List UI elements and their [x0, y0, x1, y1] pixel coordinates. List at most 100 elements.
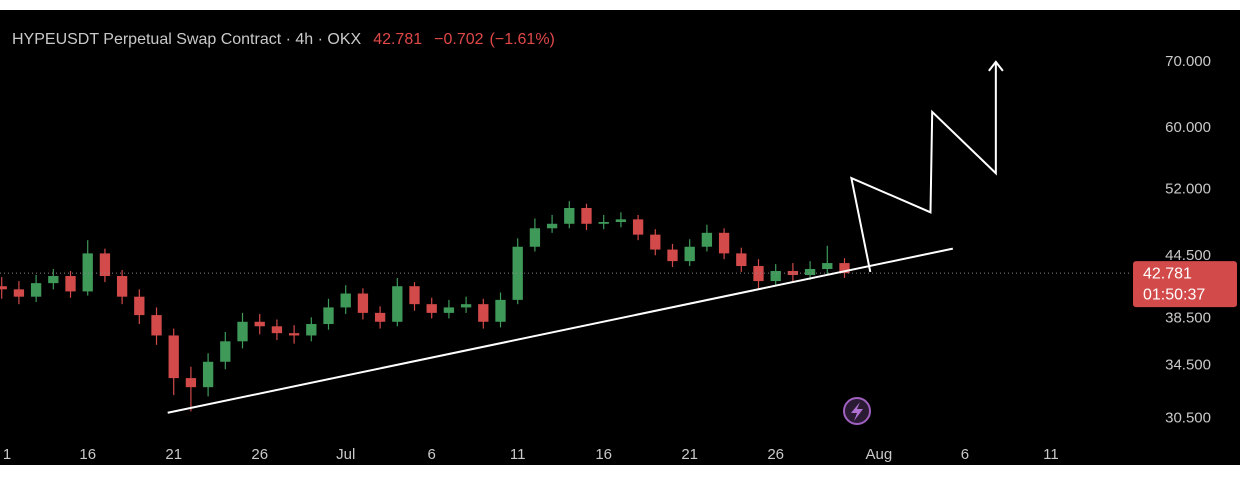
candle — [185, 366, 197, 412]
candle — [202, 353, 214, 397]
candle — [564, 201, 575, 229]
candle — [340, 285, 351, 314]
y-tick-label: 44.500 — [1165, 247, 1211, 264]
candle-body — [478, 304, 489, 322]
candle — [718, 228, 730, 260]
arrow-head — [988, 60, 1004, 72]
candle — [271, 319, 283, 341]
candle — [512, 238, 523, 305]
candle-body — [770, 270, 781, 282]
candle-body — [151, 315, 162, 336]
candle-body — [306, 324, 317, 336]
candle — [426, 297, 437, 319]
candle-body — [48, 276, 59, 284]
candle-body — [220, 341, 231, 362]
candle-body — [202, 361, 214, 388]
candle — [116, 269, 128, 305]
x-tick-label: 11 — [1043, 446, 1059, 463]
price-change: −0.702 — [434, 31, 483, 48]
candle-body — [667, 249, 678, 262]
candle — [220, 332, 231, 370]
candle-body — [323, 307, 334, 325]
candle-body — [409, 286, 420, 305]
x-tick-label: 16 — [595, 446, 612, 463]
candle — [581, 203, 592, 231]
chart-title: HYPEUSDT Perpetual Swap Contract · 4h · … — [12, 31, 362, 48]
candle — [478, 298, 489, 329]
candle-body — [392, 286, 403, 322]
price-label-box — [1133, 261, 1237, 308]
candle-body — [615, 219, 627, 223]
x-tick-label: 11 — [510, 446, 526, 463]
candle-body — [598, 222, 609, 224]
candle — [753, 259, 764, 289]
candle — [306, 317, 317, 342]
candle-body — [271, 326, 283, 334]
candle-body — [546, 223, 558, 229]
candle — [615, 212, 627, 228]
y-tick-label: 34.500 — [1165, 356, 1211, 373]
candle — [839, 258, 850, 279]
x-tick-label: 26 — [767, 446, 784, 463]
candle — [237, 312, 248, 349]
candle-body — [185, 378, 197, 388]
candle — [13, 281, 25, 305]
candle-body — [65, 276, 76, 292]
candle — [151, 307, 162, 345]
candle — [701, 224, 713, 252]
candle-body — [684, 246, 695, 262]
chart-background — [0, 10, 1240, 465]
candle — [65, 270, 76, 298]
candle — [495, 292, 506, 328]
x-tick-label: 1 — [3, 446, 11, 463]
trend-line — [167, 247, 954, 414]
candle — [460, 296, 472, 313]
candle — [529, 218, 541, 252]
y-tick-label: 70.000 — [1165, 53, 1211, 70]
candle — [99, 248, 111, 283]
x-tick-label: Aug — [866, 446, 893, 463]
candle-body — [254, 321, 265, 327]
candle — [804, 261, 816, 281]
candle — [323, 298, 334, 330]
candle-body — [718, 232, 730, 254]
x-tick-label: 16 — [79, 446, 96, 463]
candle — [134, 289, 145, 325]
candle — [736, 247, 747, 272]
price-change-pct: (−1.61%) — [490, 31, 555, 48]
chart-header: HYPEUSDT Perpetual Swap Contract · 4h · … — [12, 31, 555, 48]
candle-body — [839, 263, 850, 274]
candle-body — [753, 266, 764, 282]
candle — [684, 239, 695, 267]
candle-body — [134, 296, 145, 316]
price-label: 42.781 — [1143, 265, 1192, 282]
candle-body — [581, 207, 592, 224]
candle — [667, 243, 678, 268]
candle-body — [736, 253, 747, 267]
candle-body — [116, 276, 128, 297]
candle — [374, 306, 386, 329]
candle-body — [30, 283, 42, 297]
candle-body — [340, 293, 351, 308]
candle — [650, 229, 661, 256]
candle — [546, 214, 558, 233]
candle-body — [495, 299, 506, 322]
y-tick-label: 60.000 — [1165, 119, 1211, 136]
candle-body — [650, 234, 661, 250]
candle — [254, 313, 265, 335]
candle-body — [804, 268, 816, 275]
candle-body — [237, 321, 248, 342]
candle-body — [82, 253, 93, 292]
candle — [168, 328, 179, 396]
candle-body — [13, 289, 25, 297]
candle-body — [426, 304, 437, 313]
candle-body — [288, 333, 300, 336]
candle-body — [0, 286, 7, 290]
candle-body — [374, 312, 386, 322]
candle-body — [168, 335, 179, 379]
candle-body — [460, 304, 472, 308]
candle — [409, 282, 420, 311]
candle — [598, 214, 609, 230]
